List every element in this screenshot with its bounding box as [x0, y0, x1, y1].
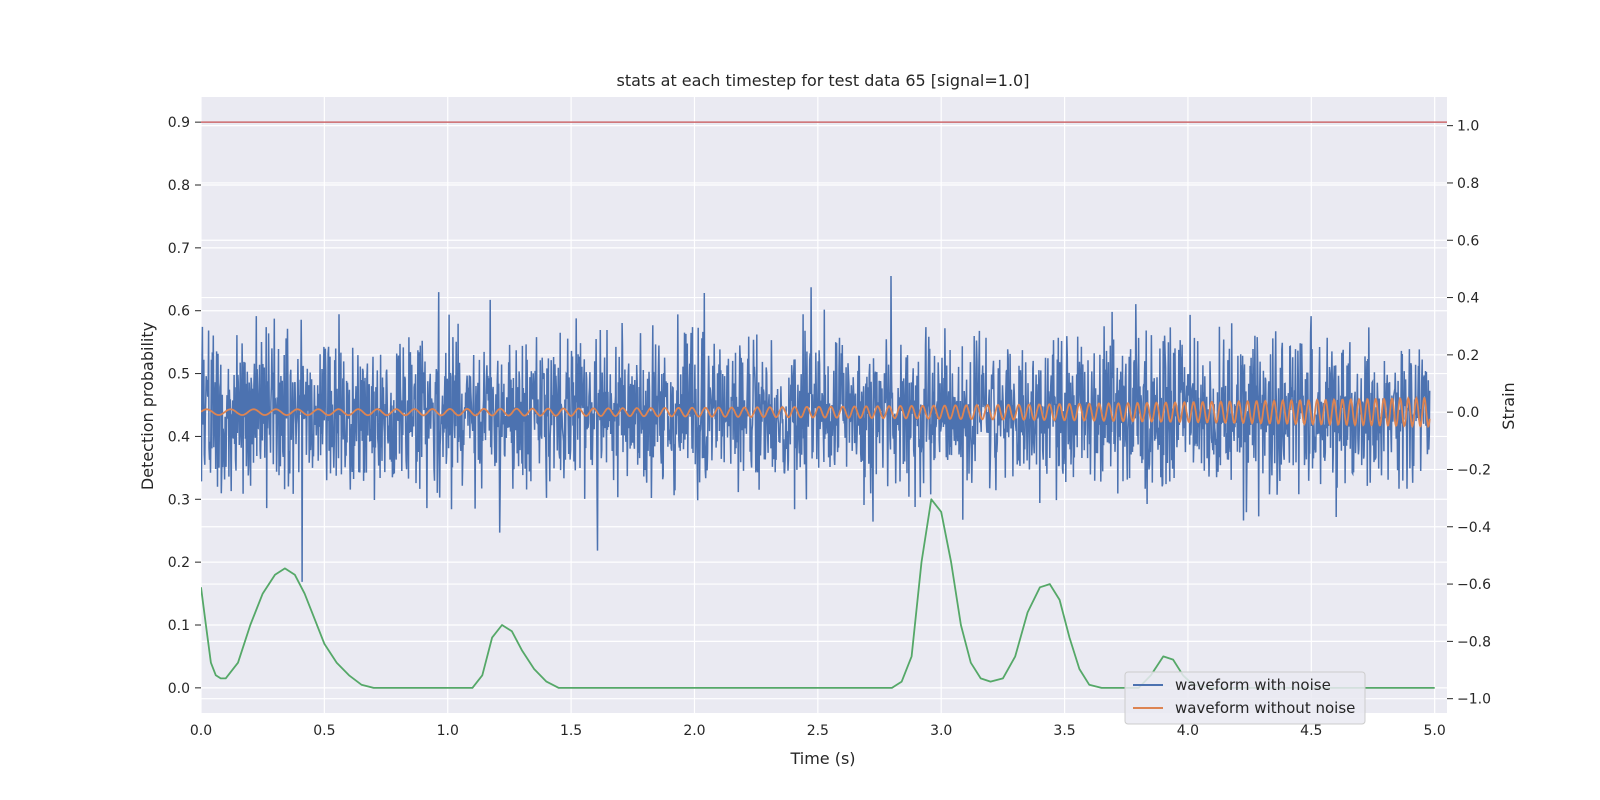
x-axis: 0.0 0.5 1.0 1.5 2.0 2.5 3.0 3.5 4.0 4.5 5.0 — [190, 723, 1446, 739]
left-y-tick-label: 0.1 — [168, 618, 190, 634]
left-y-axis-label: Detection probability — [138, 322, 157, 490]
x-tick-label: 3.0 — [930, 723, 952, 739]
right-y-tick-label: 0.8 — [1457, 176, 1479, 192]
x-tick-label: 2.5 — [807, 723, 829, 739]
x-tick-label: 4.0 — [1177, 723, 1199, 739]
series-waveform-without-noise — [201, 396, 1431, 429]
left-y-tick-label: 0.9 — [168, 115, 190, 131]
right-y-tick-label: 0.6 — [1457, 233, 1479, 249]
left-y-tick-label: 0.7 — [168, 241, 190, 257]
x-tick-label: 4.5 — [1300, 723, 1322, 739]
right-y-tick-label: −0.6 — [1457, 577, 1491, 593]
chart-title: stats at each timestep for test data 65 … — [617, 71, 1030, 90]
right-y-tick-label: 0.4 — [1457, 291, 1479, 307]
left-y-tick-label: 0.2 — [168, 555, 190, 571]
right-y-tick-label: −0.8 — [1457, 634, 1491, 650]
x-tick-label: 3.5 — [1053, 723, 1075, 739]
legend-box — [1124, 671, 1366, 725]
series-detection-probability — [201, 498, 1435, 689]
left-y-tick-label: 0.5 — [168, 367, 190, 383]
left-y-tick-label: 0.4 — [168, 429, 190, 445]
x-tick-label: 0.0 — [190, 723, 212, 739]
right-y-axis: −1.0 −0.8 −0.6 −0.4 −0.2 0.0 0.2 0.4 0.6 0.8 1.0 — [1447, 119, 1491, 708]
x-tick-label: 5.0 — [1424, 723, 1446, 739]
right-y-tick-label: 0.0 — [1457, 405, 1479, 421]
x-tick-label: 0.5 — [313, 723, 335, 739]
legend-label-noise: waveform with noise — [1175, 676, 1331, 694]
series-layer — [201, 121, 1447, 689]
right-y-tick-label: 1.0 — [1457, 119, 1479, 135]
right-y-tick-label: −0.2 — [1457, 462, 1491, 478]
left-y-axis: 0.0 0.1 0.2 0.3 0.4 0.5 0.6 0.7 0.8 0.9 — [168, 115, 201, 697]
x-tick-label: 2.0 — [683, 723, 705, 739]
right-y-axis-label: Strain — [1499, 382, 1518, 429]
x-tick-label: 1.0 — [437, 723, 459, 739]
legend-label-clean: waveform without noise — [1175, 699, 1355, 717]
left-y-tick-label: 0.3 — [168, 492, 190, 508]
x-tick-label: 1.5 — [560, 723, 582, 739]
right-y-tick-label: −1.0 — [1457, 692, 1491, 708]
legend: waveform with noise waveform without noi… — [1124, 671, 1366, 725]
left-y-tick-label: 0.6 — [168, 304, 190, 320]
left-y-tick-label: 0.8 — [168, 178, 190, 194]
right-y-tick-label: 0.2 — [1457, 348, 1479, 364]
right-y-tick-label: −0.4 — [1457, 520, 1491, 536]
x-axis-label: Time (s) — [789, 749, 855, 768]
left-y-tick-label: 0.0 — [168, 681, 190, 697]
